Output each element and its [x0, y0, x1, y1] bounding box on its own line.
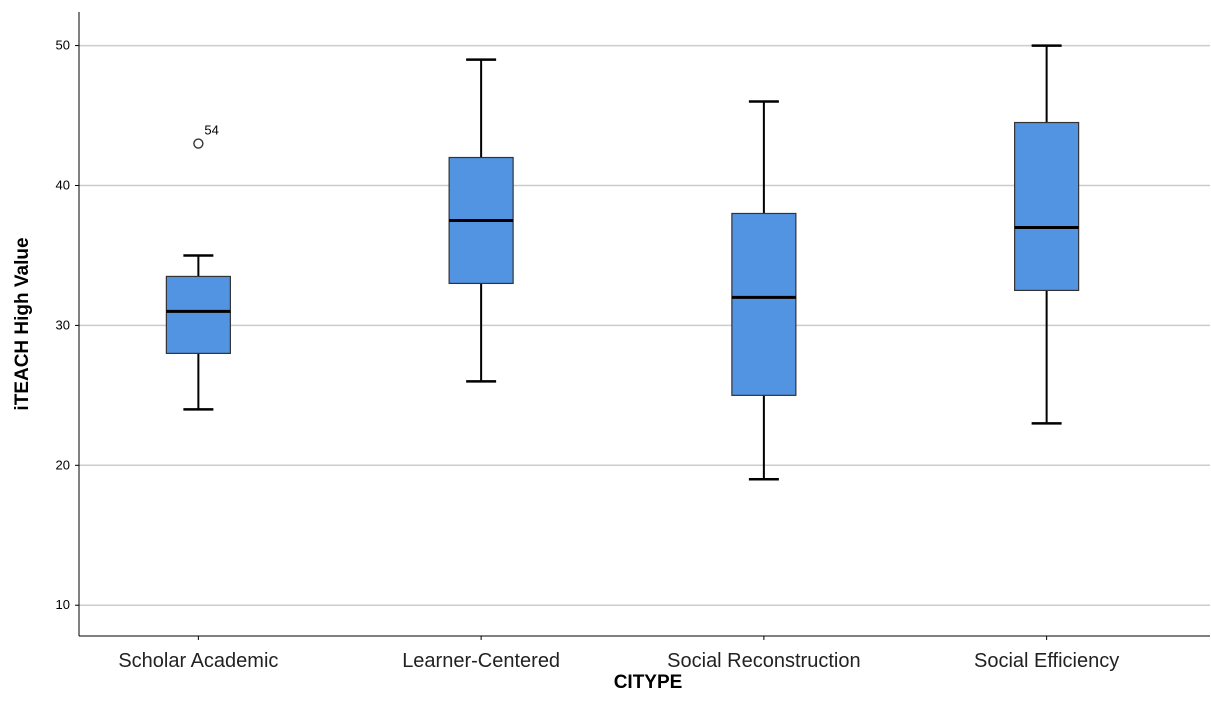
y-tick-label: 30: [56, 317, 70, 332]
boxes: 54: [165, 44, 1080, 481]
x-tick-label: Social Reconstruction: [667, 650, 860, 672]
y-tick-label: 50: [56, 38, 70, 53]
outlier-point: [193, 138, 204, 149]
box-iqr: [1014, 121, 1080, 292]
x-tick-label: Social Efficiency: [974, 650, 1119, 672]
x-tick-label: Scholar Academic: [118, 650, 278, 672]
box-iqr: [165, 275, 231, 354]
box-social-reconstruction: [731, 100, 797, 481]
box-learner-centered: [448, 58, 514, 383]
y-tick-label: 40: [56, 177, 70, 192]
x-axis-title: CITYPE: [614, 672, 683, 693]
y-tick-label: 20: [56, 457, 70, 472]
axes: [78, 12, 1210, 637]
y-axis-title: iTEACH High Value: [12, 237, 33, 410]
box-scholar-academic: 54: [165, 123, 231, 411]
x-tick-label: Learner-Centered: [402, 650, 560, 672]
box-iqr: [731, 212, 797, 396]
x-tick-labels: Scholar Academic Learner-Centered Social R…: [118, 636, 1119, 672]
outlier-label: 54: [204, 123, 218, 138]
y-tick-label: 10: [56, 597, 70, 612]
box-social-efficiency: [1014, 44, 1080, 425]
y-tick-labels: 10 20 30 40 50: [56, 38, 79, 612]
